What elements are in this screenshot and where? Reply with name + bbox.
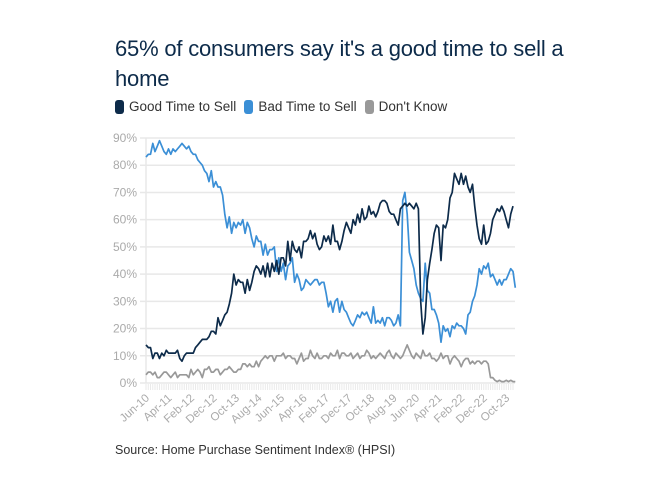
y-tick-label: 20% — [113, 322, 137, 336]
legend-swatch-dont-know — [364, 99, 374, 114]
y-tick-label: 60% — [113, 213, 137, 227]
legend-item-dont-know[interactable]: Don't Know — [364, 99, 448, 114]
legend-item-good-time[interactable]: Good Time to Sell — [115, 99, 236, 114]
y-tick-label: 80% — [113, 158, 137, 172]
gridlines — [140, 137, 515, 384]
series-line-dont-know — [145, 344, 516, 383]
y-tick-label: 50% — [113, 240, 137, 254]
legend-label-bad-time: Bad Time to Sell — [258, 99, 357, 114]
y-tick-label: 0% — [120, 376, 138, 390]
x-axis-ticks: Jun-10Apr-11Feb-12Dec-12Oct-13Aug-14Jun-… — [118, 392, 512, 426]
y-axis-ticks: 0% 10% 20% 30% 40% 50% 60% 70% 80% 90% — [113, 131, 137, 390]
chart-title: 65% of consumers say it's a good time to… — [115, 36, 564, 91]
legend-swatch-bad-time — [244, 99, 254, 114]
y-tick-label: 40% — [113, 267, 137, 281]
series-line-good-time-to-sell — [145, 172, 514, 363]
y-tick-label: 70% — [113, 185, 137, 199]
y-tick-label: 30% — [113, 294, 137, 308]
chart-legend: Good Time to Sell Bad Time to Sell Don't… — [115, 99, 455, 114]
series-lines — [145, 139, 517, 383]
legend-label-dont-know: Don't Know — [378, 99, 448, 114]
y-tick-label: 10% — [113, 349, 137, 363]
chart-source: Source: Home Purchase Sentiment Index® (… — [115, 443, 396, 457]
legend-item-bad-time[interactable]: Bad Time to Sell — [244, 99, 357, 114]
y-tick-label: 90% — [113, 131, 137, 145]
series-line-bad-time-to-sell — [145, 139, 517, 344]
x-axis — [145, 384, 514, 390]
legend-label-good-time: Good Time to Sell — [129, 99, 237, 114]
legend-swatch-good-time — [115, 99, 124, 114]
